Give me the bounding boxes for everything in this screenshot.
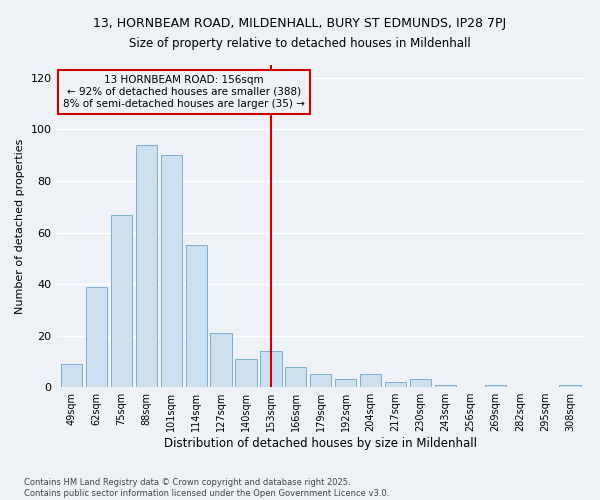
Bar: [161, 155, 182, 387]
Bar: [111, 214, 132, 387]
Bar: [260, 351, 281, 387]
Y-axis label: Number of detached properties: Number of detached properties: [15, 138, 25, 314]
Bar: [86, 286, 107, 387]
Bar: [310, 374, 331, 387]
X-axis label: Distribution of detached houses by size in Mildenhall: Distribution of detached houses by size …: [164, 437, 477, 450]
Bar: [435, 384, 456, 387]
Bar: [211, 333, 232, 387]
Bar: [285, 366, 307, 387]
Bar: [485, 384, 506, 387]
Bar: [185, 246, 207, 387]
Bar: [385, 382, 406, 387]
Bar: [61, 364, 82, 387]
Text: 13, HORNBEAM ROAD, MILDENHALL, BURY ST EDMUNDS, IP28 7PJ: 13, HORNBEAM ROAD, MILDENHALL, BURY ST E…: [94, 18, 506, 30]
Bar: [360, 374, 381, 387]
Bar: [410, 380, 431, 387]
Bar: [559, 384, 581, 387]
Text: Contains HM Land Registry data © Crown copyright and database right 2025.
Contai: Contains HM Land Registry data © Crown c…: [24, 478, 389, 498]
Text: 13 HORNBEAM ROAD: 156sqm
← 92% of detached houses are smaller (388)
8% of semi-d: 13 HORNBEAM ROAD: 156sqm ← 92% of detach…: [63, 76, 305, 108]
Text: Size of property relative to detached houses in Mildenhall: Size of property relative to detached ho…: [129, 38, 471, 51]
Bar: [335, 380, 356, 387]
Bar: [235, 359, 257, 387]
Bar: [136, 145, 157, 387]
